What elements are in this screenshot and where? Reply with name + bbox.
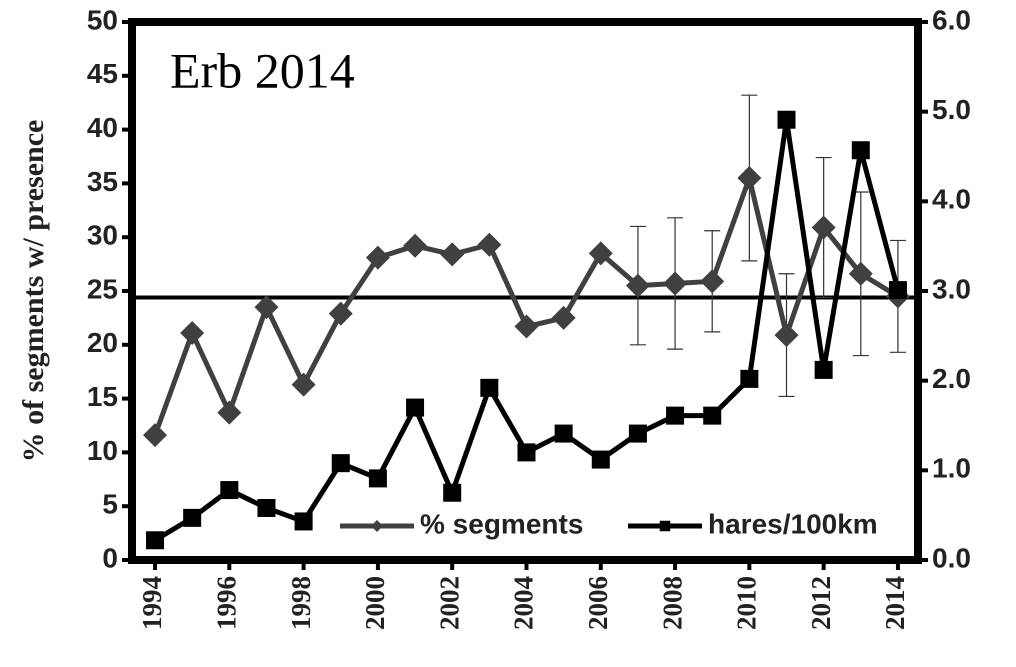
data-point (703, 406, 722, 425)
annotation: Erb 2014 (170, 42, 355, 98)
data-point (625, 273, 650, 298)
y-tick-label: 10 (87, 435, 118, 466)
data-point (183, 508, 202, 527)
legend-label: hares/100km (708, 508, 878, 539)
data-point (774, 323, 799, 348)
data-point (737, 166, 762, 191)
plot-frame (128, 18, 922, 564)
x-tick-label: 2002 (434, 576, 464, 630)
y-axis-label: % of segments w/ presence (17, 120, 50, 463)
data-point (257, 498, 276, 517)
data-point (628, 424, 647, 443)
data-point (146, 531, 165, 550)
y2-tick-label: 0.0 (932, 542, 971, 573)
data-point (406, 398, 425, 417)
x-tick-label: 2008 (657, 576, 687, 630)
y-tick-label: 40 (87, 112, 118, 143)
y-tick-label: 15 (87, 381, 118, 412)
y-tick-label: 35 (87, 166, 118, 197)
data-point (551, 305, 576, 330)
y2-tick-label: 3.0 (932, 273, 971, 304)
x-tick-label: 2014 (880, 576, 910, 630)
y-tick-label: 25 (87, 273, 118, 304)
y2-tick-label: 4.0 (932, 184, 971, 215)
data-point (220, 481, 239, 500)
data-point (331, 454, 350, 473)
legend-marker (659, 520, 671, 532)
data-point (514, 314, 539, 339)
x-tick-label: 2006 (583, 576, 613, 630)
data-point (403, 233, 428, 258)
data-point (777, 110, 796, 129)
data-point (811, 215, 836, 240)
data-point (591, 450, 610, 469)
data-point (217, 400, 242, 425)
data-point (368, 469, 387, 488)
y-tick-label: 5 (102, 489, 118, 520)
x-tick-label: 2004 (509, 576, 539, 630)
data-point (443, 483, 462, 502)
data-point (480, 378, 499, 397)
data-point (851, 141, 870, 160)
data-point (740, 369, 759, 388)
data-point (554, 424, 573, 443)
data-point (180, 320, 205, 345)
data-point (254, 295, 279, 320)
y-tick-label: 45 (87, 58, 118, 89)
data-point (588, 241, 613, 266)
y2-tick-label: 1.0 (932, 453, 971, 484)
data-point (365, 245, 390, 270)
x-tick-label: 2010 (732, 576, 762, 630)
x-tick-label: 2012 (806, 576, 836, 630)
data-point (143, 423, 168, 448)
y2-tick-label: 2.0 (932, 363, 971, 394)
data-point (663, 271, 688, 296)
legend-label: % segments (420, 508, 583, 539)
legend-marker (371, 520, 383, 532)
data-point (517, 443, 536, 462)
data-point (294, 512, 313, 531)
y-tick-label: 20 (87, 327, 118, 358)
x-tick-label: 1996 (212, 576, 242, 630)
data-point (700, 269, 725, 294)
data-point (888, 281, 907, 300)
y2-tick-label: 6.0 (932, 4, 971, 35)
y-tick-label: 50 (87, 4, 118, 35)
data-point (814, 360, 833, 379)
data-point (291, 372, 316, 397)
data-point (328, 301, 353, 326)
x-tick-label: 1994 (137, 576, 167, 630)
y-tick-label: 0 (102, 542, 118, 573)
x-tick-label: 2000 (360, 576, 390, 630)
y-tick-label: 30 (87, 220, 118, 251)
x-tick-label: 1998 (286, 576, 316, 630)
data-point (477, 232, 502, 257)
data-point (666, 406, 685, 425)
data-point (440, 242, 465, 267)
data-point (848, 261, 873, 286)
y2-tick-label: 5.0 (932, 94, 971, 125)
